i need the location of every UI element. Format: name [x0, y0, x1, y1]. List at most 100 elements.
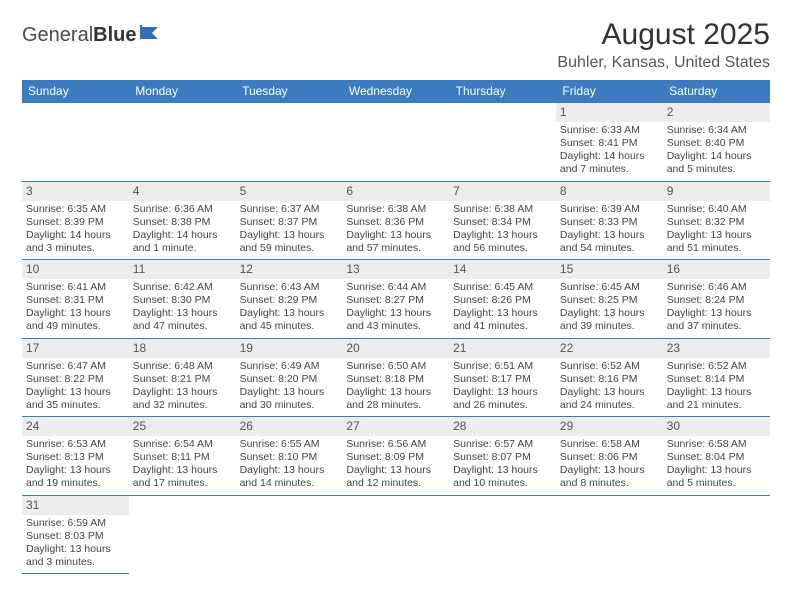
daylight-text: Daylight: 14 hours — [26, 229, 125, 242]
calendar-cell — [342, 495, 449, 574]
daylight-text: Daylight: 14 hours — [133, 229, 232, 242]
calendar-cell: 10Sunrise: 6:41 AMSunset: 8:31 PMDayligh… — [22, 260, 129, 339]
calendar-cell — [342, 103, 449, 182]
sunset-text: Sunset: 8:31 PM — [26, 294, 125, 307]
sunrise-text: Sunrise: 6:45 AM — [453, 281, 552, 294]
calendar-cell: 9Sunrise: 6:40 AMSunset: 8:32 PMDaylight… — [663, 181, 770, 260]
daylight-text: Daylight: 13 hours — [240, 386, 339, 399]
sunset-text: Sunset: 8:22 PM — [26, 373, 125, 386]
daylight-text: Daylight: 13 hours — [26, 307, 125, 320]
sunset-text: Sunset: 8:37 PM — [240, 216, 339, 229]
day-number: 20 — [342, 339, 449, 358]
sunrise-text: Sunrise: 6:52 AM — [667, 360, 766, 373]
calendar-row: 10Sunrise: 6:41 AMSunset: 8:31 PMDayligh… — [22, 260, 770, 339]
calendar-cell: 28Sunrise: 6:57 AMSunset: 8:07 PMDayligh… — [449, 417, 556, 496]
calendar-row: 1Sunrise: 6:33 AMSunset: 8:41 PMDaylight… — [22, 103, 770, 182]
day-number: 26 — [236, 417, 343, 436]
sunset-text: Sunset: 8:16 PM — [560, 373, 659, 386]
sunrise-text: Sunrise: 6:52 AM — [560, 360, 659, 373]
daylight-text: Daylight: 13 hours — [133, 386, 232, 399]
logo-word2: Blue — [93, 24, 136, 46]
sunset-text: Sunset: 8:10 PM — [240, 451, 339, 464]
daylight-text: Daylight: 13 hours — [133, 307, 232, 320]
daylight-text: and 5 minutes. — [667, 163, 766, 176]
daylight-text: and 32 minutes. — [133, 399, 232, 412]
sunrise-text: Sunrise: 6:54 AM — [133, 438, 232, 451]
calendar-row: 31Sunrise: 6:59 AMSunset: 8:03 PMDayligh… — [22, 495, 770, 574]
day-number: 24 — [22, 417, 129, 436]
calendar-cell — [663, 495, 770, 574]
calendar-cell — [236, 103, 343, 182]
daylight-text: Daylight: 14 hours — [667, 150, 766, 163]
daylight-text: Daylight: 13 hours — [26, 386, 125, 399]
daylight-text: and 43 minutes. — [346, 320, 445, 333]
sunset-text: Sunset: 8:30 PM — [133, 294, 232, 307]
calendar-cell — [129, 103, 236, 182]
logo: GeneralBlue — [22, 18, 166, 47]
daylight-text: Daylight: 13 hours — [346, 464, 445, 477]
daylight-text: Daylight: 13 hours — [453, 464, 552, 477]
sunset-text: Sunset: 8:20 PM — [240, 373, 339, 386]
day-number: 19 — [236, 339, 343, 358]
calendar-cell: 25Sunrise: 6:54 AMSunset: 8:11 PMDayligh… — [129, 417, 236, 496]
sunrise-text: Sunrise: 6:49 AM — [240, 360, 339, 373]
daylight-text: and 14 minutes. — [240, 477, 339, 490]
day-number: 8 — [556, 182, 663, 201]
sunrise-text: Sunrise: 6:33 AM — [560, 124, 659, 137]
daylight-text: and 28 minutes. — [346, 399, 445, 412]
day-number: 27 — [342, 417, 449, 436]
daylight-text: and 59 minutes. — [240, 242, 339, 255]
daylight-text: and 37 minutes. — [667, 320, 766, 333]
day-number: 21 — [449, 339, 556, 358]
daylight-text: Daylight: 13 hours — [346, 229, 445, 242]
day-number: 28 — [449, 417, 556, 436]
weekday-header: Wednesday — [342, 80, 449, 103]
daylight-text: Daylight: 13 hours — [26, 464, 125, 477]
weekday-header-row: Sunday Monday Tuesday Wednesday Thursday… — [22, 80, 770, 103]
day-number: 5 — [236, 182, 343, 201]
daylight-text: Daylight: 13 hours — [667, 229, 766, 242]
weekday-header: Sunday — [22, 80, 129, 103]
calendar-cell: 24Sunrise: 6:53 AMSunset: 8:13 PMDayligh… — [22, 417, 129, 496]
daylight-text: Daylight: 13 hours — [667, 307, 766, 320]
calendar-cell: 13Sunrise: 6:44 AMSunset: 8:27 PMDayligh… — [342, 260, 449, 339]
weekday-header: Friday — [556, 80, 663, 103]
calendar-cell — [22, 103, 129, 182]
calendar-cell: 22Sunrise: 6:52 AMSunset: 8:16 PMDayligh… — [556, 338, 663, 417]
sunset-text: Sunset: 8:03 PM — [26, 530, 125, 543]
daylight-text: and 54 minutes. — [560, 242, 659, 255]
sunrise-text: Sunrise: 6:34 AM — [667, 124, 766, 137]
daylight-text: and 45 minutes. — [240, 320, 339, 333]
day-number: 31 — [22, 496, 129, 515]
sunrise-text: Sunrise: 6:36 AM — [133, 203, 232, 216]
day-number: 9 — [663, 182, 770, 201]
calendar-cell — [449, 495, 556, 574]
sunrise-text: Sunrise: 6:39 AM — [560, 203, 659, 216]
page-title: August 2025 — [557, 18, 770, 52]
sunset-text: Sunset: 8:33 PM — [560, 216, 659, 229]
logo-text: GeneralBlue — [22, 24, 137, 47]
sunset-text: Sunset: 8:26 PM — [453, 294, 552, 307]
calendar-row: 3Sunrise: 6:35 AMSunset: 8:39 PMDaylight… — [22, 181, 770, 260]
title-block: August 2025 Buhler, Kansas, United State… — [557, 18, 770, 72]
daylight-text: Daylight: 13 hours — [346, 307, 445, 320]
sunrise-text: Sunrise: 6:37 AM — [240, 203, 339, 216]
day-number: 11 — [129, 260, 236, 279]
sunset-text: Sunset: 8:07 PM — [453, 451, 552, 464]
day-number: 2 — [663, 103, 770, 122]
daylight-text: Daylight: 13 hours — [26, 543, 125, 556]
daylight-text: and 19 minutes. — [26, 477, 125, 490]
sunset-text: Sunset: 8:25 PM — [560, 294, 659, 307]
calendar-table: Sunday Monday Tuesday Wednesday Thursday… — [22, 80, 770, 574]
sunrise-text: Sunrise: 6:41 AM — [26, 281, 125, 294]
daylight-text: and 1 minute. — [133, 242, 232, 255]
sunset-text: Sunset: 8:34 PM — [453, 216, 552, 229]
sunset-text: Sunset: 8:09 PM — [346, 451, 445, 464]
daylight-text: Daylight: 13 hours — [240, 307, 339, 320]
day-number: 29 — [556, 417, 663, 436]
day-number: 25 — [129, 417, 236, 436]
sunset-text: Sunset: 8:40 PM — [667, 137, 766, 150]
sunset-text: Sunset: 8:38 PM — [133, 216, 232, 229]
daylight-text: and 56 minutes. — [453, 242, 552, 255]
daylight-text: and 21 minutes. — [667, 399, 766, 412]
